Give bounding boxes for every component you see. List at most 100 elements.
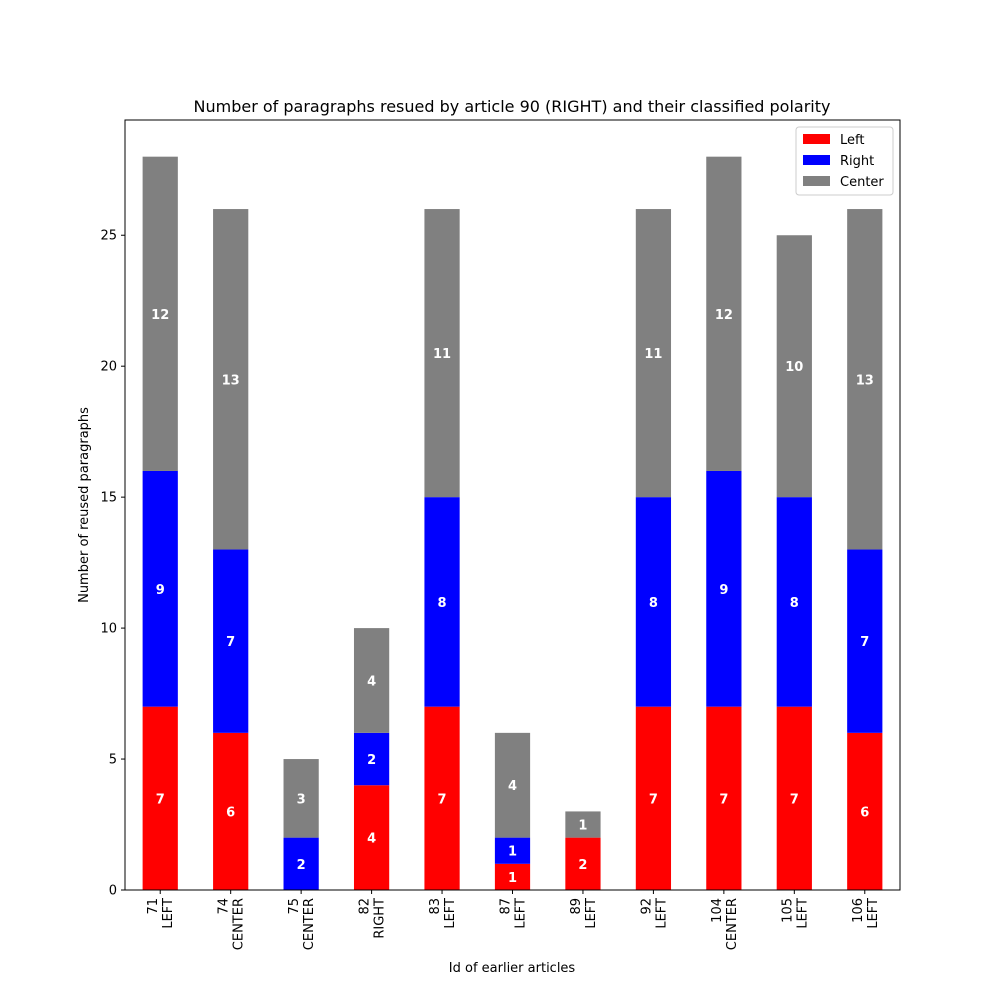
bar-label-center-71: 12	[151, 308, 169, 323]
bar-label-left-89: 2	[578, 858, 587, 873]
bar-right-82	[353, 732, 390, 786]
bar-label-left-105: 7	[790, 792, 799, 807]
y-tick-label: 25	[100, 229, 117, 244]
bar-center-74	[213, 209, 249, 550]
x-tick-label-group: 74 CENTER	[217, 898, 247, 950]
legend-label-left: Left	[840, 133, 864, 148]
bar-label-center-106: 13	[856, 373, 874, 388]
bar-label-right-74: 7	[226, 635, 235, 650]
bar-label-left-74: 6	[226, 805, 235, 820]
bar-label-center-105: 10	[785, 360, 803, 375]
x-axis: 71 LEFT 74 CENTER 75 CENTER 82 RIGHT 83 LEFT 87 LEF…	[146, 890, 881, 950]
bar-right-106	[847, 549, 883, 733]
bar-label-left-71: 7	[156, 792, 165, 807]
bar-label-right-87: 1	[508, 845, 517, 860]
y-axis-label: Number of reused paragraphs	[77, 407, 92, 603]
bar-left-87	[494, 863, 531, 890]
x-tick-label-group: 71 LEFT	[146, 898, 176, 929]
x-tick-label-id: 82	[358, 898, 373, 915]
x-tick-label-polarity: LEFT	[161, 898, 176, 929]
bar-center-75	[283, 759, 319, 838]
x-tick-label-id: 104	[710, 898, 725, 923]
y-tick-label: 0	[109, 884, 117, 899]
bar-center-105	[776, 235, 812, 498]
bar-label-right-75: 2	[297, 858, 306, 873]
bar-right-104	[706, 470, 742, 707]
bar-label-center-74: 13	[222, 373, 240, 388]
legend-label-center: Center	[840, 175, 884, 190]
bar-label-center-92: 11	[644, 347, 662, 362]
bar-center-92	[635, 209, 672, 498]
legend-swatch-left	[803, 134, 830, 144]
bar-label-center-83: 11	[433, 347, 451, 362]
y-tick-label: 10	[100, 622, 117, 637]
bar-right-92	[635, 497, 672, 707]
x-tick-label-group: 87 LEFT	[499, 898, 529, 929]
x-tick-label-id: 105	[780, 898, 795, 923]
bar-label-right-106: 7	[860, 635, 869, 650]
bar-right-105	[776, 497, 812, 707]
bar-left-104	[706, 706, 742, 890]
x-tick-label-polarity: CENTER	[302, 898, 317, 950]
bar-label-right-71: 9	[156, 583, 165, 598]
x-tick-label-group: 75 CENTER	[287, 898, 317, 950]
x-tick-label-id: 74	[217, 898, 232, 915]
x-tick-label-id: 75	[287, 898, 302, 915]
chart-title: Number of paragraphs resued by article 9…	[194, 97, 831, 116]
bar-left-82	[353, 785, 390, 890]
x-tick-label-id: 83	[428, 898, 443, 915]
legend-swatch-right	[803, 155, 830, 165]
bar-center-83	[424, 209, 460, 498]
bar-left-92	[635, 706, 672, 890]
bar-center-87	[494, 732, 531, 838]
bar-center-104	[706, 156, 742, 471]
bar-left-89	[565, 837, 601, 890]
bar-left-106	[847, 732, 883, 890]
x-tick-label-id: 92	[639, 898, 654, 915]
bar-left-105	[776, 706, 812, 890]
bar-label-left-92: 7	[649, 792, 658, 807]
legend-swatch-center	[803, 176, 830, 186]
x-tick-label-polarity: LEFT	[795, 898, 810, 929]
bar-left-74	[213, 732, 249, 890]
bar-label-right-105: 8	[790, 596, 799, 611]
x-tick-label-group: 89 LEFT	[569, 898, 599, 929]
x-tick-label-polarity: CENTER	[232, 898, 247, 950]
y-tick-label: 20	[100, 360, 117, 375]
y-tick-label: 5	[109, 753, 117, 768]
x-tick-label-group: 106 LEFT	[851, 898, 881, 929]
bar-label-center-75: 3	[297, 792, 306, 807]
x-tick-label-id: 89	[569, 898, 584, 915]
bar-center-82	[353, 628, 390, 733]
bar-left-71	[142, 706, 178, 890]
bar-left-83	[424, 706, 460, 890]
bar-label-left-87: 1	[508, 871, 517, 886]
bar-label-center-82: 4	[367, 674, 376, 689]
x-tick-label-group: 104 CENTER	[710, 898, 740, 950]
x-tick-label-group: 105 LEFT	[780, 898, 810, 929]
bar-center-89	[565, 811, 601, 838]
x-tick-label-polarity: RIGHT	[373, 898, 388, 939]
bar-right-71	[142, 470, 178, 707]
bar-label-right-83: 8	[438, 596, 447, 611]
x-tick-label-id: 71	[146, 898, 161, 915]
x-tick-label-group: 92 LEFT	[639, 898, 669, 929]
bar-center-71	[142, 156, 178, 471]
x-tick-label-polarity: LEFT	[654, 898, 669, 929]
bar-label-right-104: 9	[719, 583, 728, 598]
bar-label-right-82: 2	[367, 753, 376, 768]
x-tick-label-id: 106	[851, 898, 866, 923]
bar-center-106	[847, 209, 883, 550]
bar-right-83	[424, 497, 460, 707]
bar-label-left-82: 4	[367, 832, 376, 847]
y-tick-label: 15	[100, 491, 117, 506]
bar-label-center-87: 4	[508, 779, 517, 794]
bar-label-right-92: 8	[649, 596, 658, 611]
bar-label-center-89: 1	[578, 819, 587, 834]
x-tick-label-polarity: CENTER	[725, 898, 740, 950]
x-tick-label-polarity: LEFT	[584, 898, 599, 929]
bar-label-left-104: 7	[719, 792, 728, 807]
legend: Left Right Center	[795, 126, 894, 196]
